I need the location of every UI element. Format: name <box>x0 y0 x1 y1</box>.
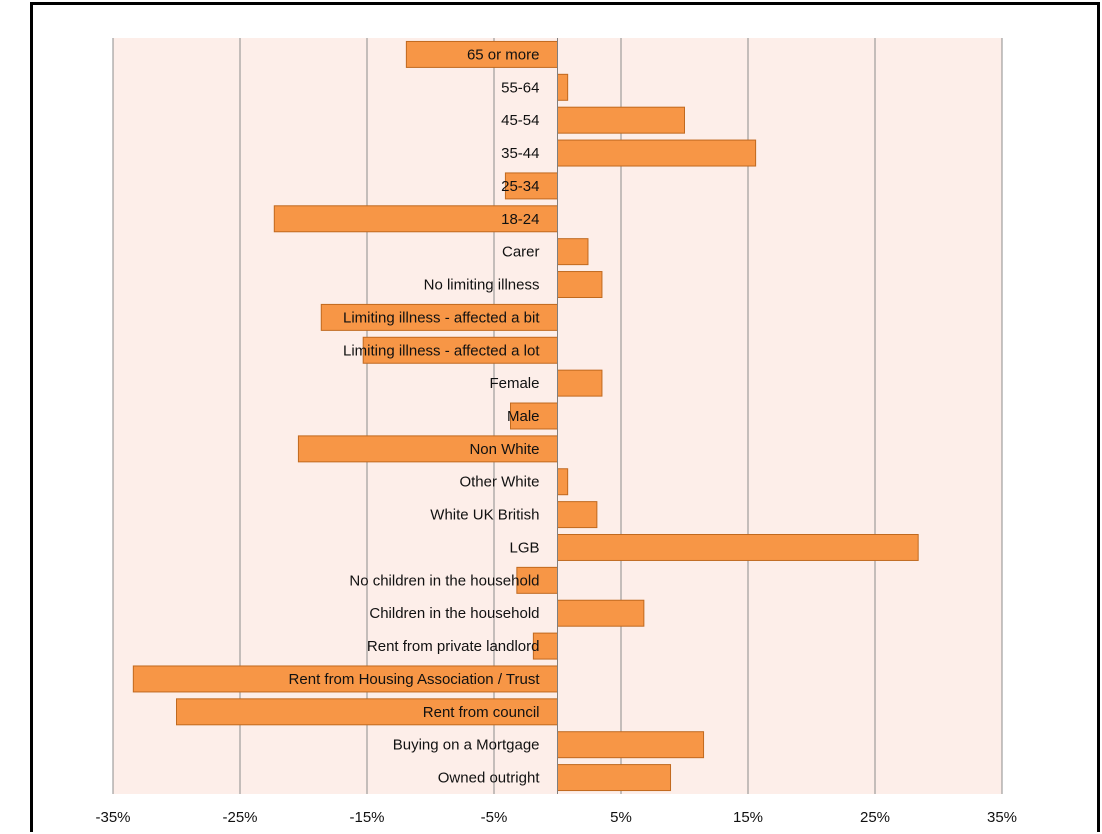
bar <box>557 106 685 134</box>
x-tick-label: -35% <box>95 809 130 826</box>
bar <box>273 205 558 233</box>
category-label: Non White <box>469 441 539 458</box>
category-label: Limiting illness - affected a lot <box>343 342 540 359</box>
bar <box>297 435 558 463</box>
bar <box>557 139 757 167</box>
bar <box>557 533 919 561</box>
bar <box>405 40 558 68</box>
category-label: White UK British <box>430 507 539 524</box>
category-label: Rent from council <box>423 704 540 721</box>
bar <box>132 665 558 693</box>
bar <box>557 599 645 627</box>
category-label: No limiting illness <box>424 277 540 294</box>
x-tick-label: -5% <box>481 809 508 826</box>
category-label: Limiting illness - affected a bit <box>343 309 540 326</box>
category-label: 25-34 <box>501 178 539 195</box>
bar <box>320 303 558 331</box>
category-label: No children in the household <box>349 572 539 589</box>
bar <box>557 73 569 101</box>
category-label: 35-44 <box>501 145 539 162</box>
x-tick-label: 15% <box>733 809 763 826</box>
x-tick-label: 25% <box>860 809 890 826</box>
category-label: 18-24 <box>501 211 539 228</box>
bar <box>557 369 603 397</box>
x-tick-label: -15% <box>349 809 384 826</box>
bar <box>504 172 558 200</box>
bar <box>532 632 558 660</box>
category-label: Buying on a Mortgage <box>393 737 540 754</box>
category-label: Carer <box>502 244 540 261</box>
category-label: Rent from Housing Association / Trust <box>289 671 541 688</box>
category-label: Male <box>507 408 540 425</box>
category-label: Owned outright <box>438 770 541 787</box>
bar <box>176 698 558 726</box>
bar <box>557 271 603 299</box>
bar <box>557 238 589 266</box>
category-label: Other White <box>459 474 539 491</box>
category-label: Female <box>489 375 539 392</box>
bar <box>557 764 672 792</box>
x-tick-label: -25% <box>222 809 257 826</box>
bar <box>557 731 705 759</box>
bar <box>362 336 558 364</box>
category-label: LGB <box>509 539 539 556</box>
bar <box>510 402 559 430</box>
category-label: Rent from private landlord <box>367 638 540 655</box>
category-label: 55-64 <box>501 79 539 96</box>
bar <box>557 468 569 496</box>
x-tick-label: 35% <box>987 809 1017 826</box>
category-label: Children in the household <box>369 605 539 622</box>
chart-frame <box>30 2 1100 832</box>
x-tick-label: 5% <box>610 809 632 826</box>
category-label: 65 or more <box>467 46 540 63</box>
category-label: 45-54 <box>501 112 539 129</box>
bar <box>557 501 598 529</box>
